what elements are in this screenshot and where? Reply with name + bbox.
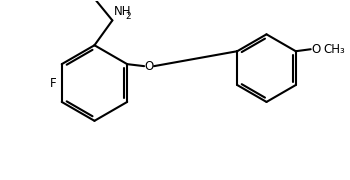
Text: F: F [50,76,57,89]
Text: 2: 2 [125,12,131,21]
Text: NH: NH [114,5,132,18]
Text: CH₃: CH₃ [324,43,345,56]
Text: O: O [145,60,154,73]
Text: O: O [311,43,320,56]
